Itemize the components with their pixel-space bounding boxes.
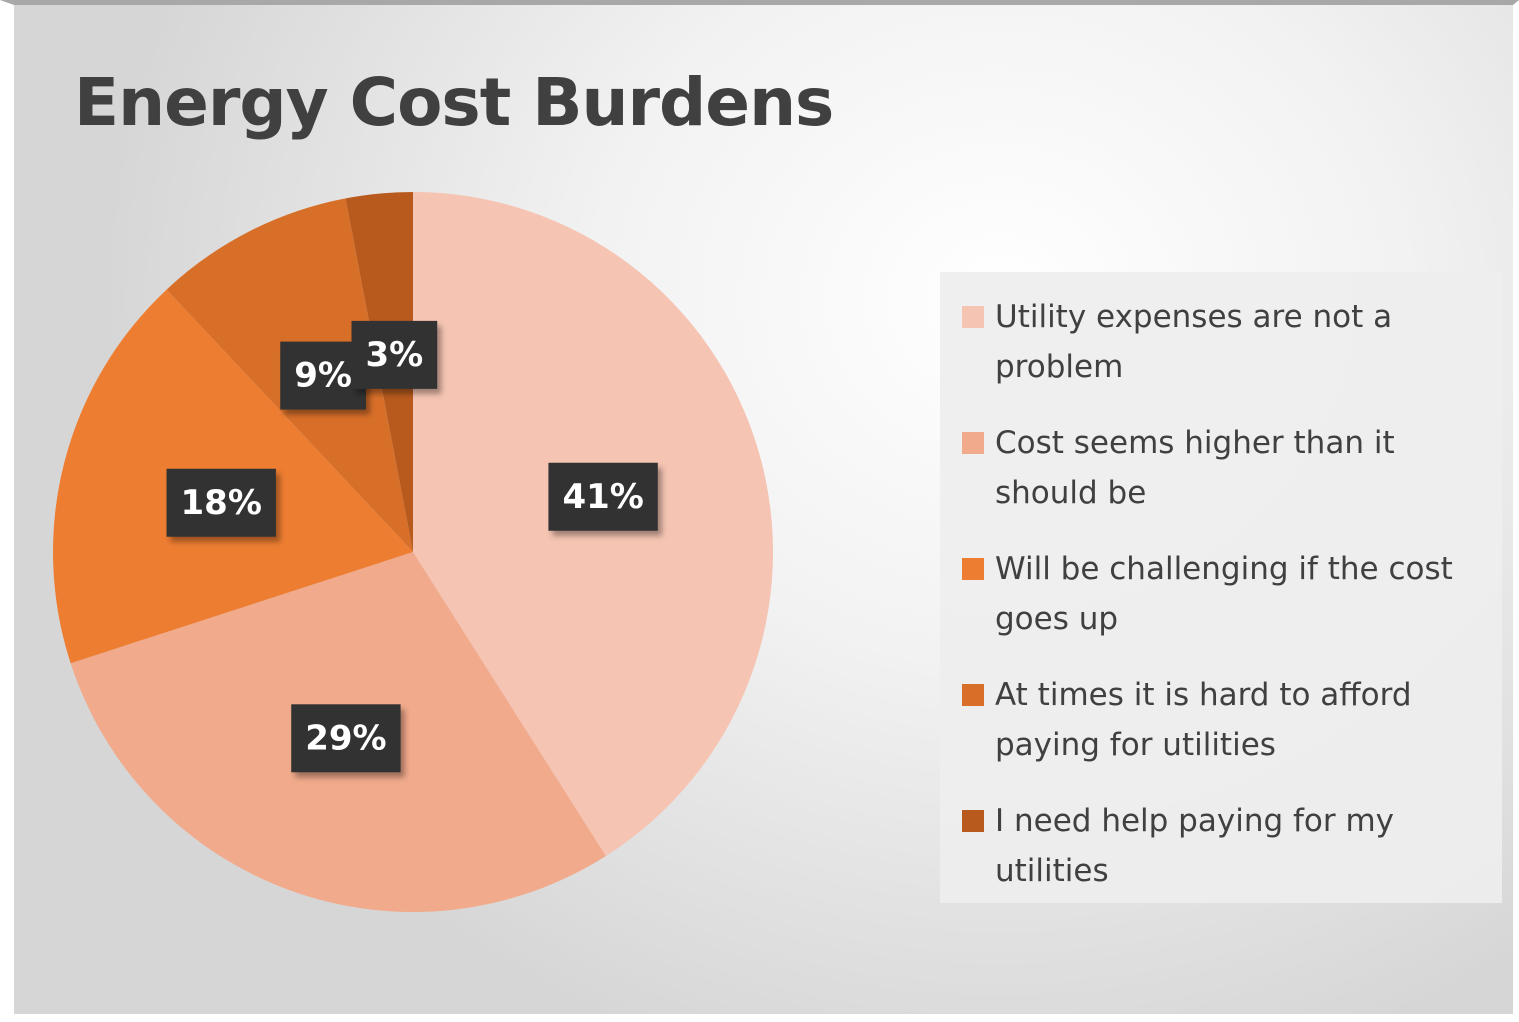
data-label: 41% bbox=[548, 462, 658, 531]
legend: Utility expenses are not a problem Cost s… bbox=[940, 272, 1502, 903]
data-label-text: 9% bbox=[294, 356, 352, 396]
legend-swatch bbox=[962, 558, 984, 580]
data-label-box bbox=[291, 704, 401, 773]
data-label: 29% bbox=[291, 704, 401, 773]
data-label: 18% bbox=[166, 468, 276, 537]
legend-swatch bbox=[962, 432, 984, 454]
legend-swatch bbox=[962, 684, 984, 706]
data-label-text: 41% bbox=[562, 477, 643, 517]
data-label-text: 29% bbox=[305, 718, 386, 758]
chart-title: Energy Cost Burdens bbox=[74, 64, 834, 141]
legend-swatch bbox=[962, 810, 984, 832]
legend-label: Utility expenses are not a problem bbox=[995, 299, 1393, 385]
legend-label: Will be challenging if the cost goes up bbox=[995, 551, 1453, 637]
data-label-box bbox=[351, 320, 438, 389]
data-label-box bbox=[548, 462, 658, 531]
legend-label: Cost seems higher than it should be bbox=[995, 425, 1395, 511]
legend-swatch bbox=[962, 306, 984, 328]
legend-label: I need help paying for my utilities bbox=[995, 803, 1395, 889]
data-label-box bbox=[166, 468, 276, 537]
data-label-text: 18% bbox=[181, 483, 262, 523]
legend-label: At times it is hard to afford paying for… bbox=[995, 677, 1412, 763]
data-label: 3% bbox=[351, 320, 438, 389]
data-label-text: 3% bbox=[365, 335, 423, 375]
